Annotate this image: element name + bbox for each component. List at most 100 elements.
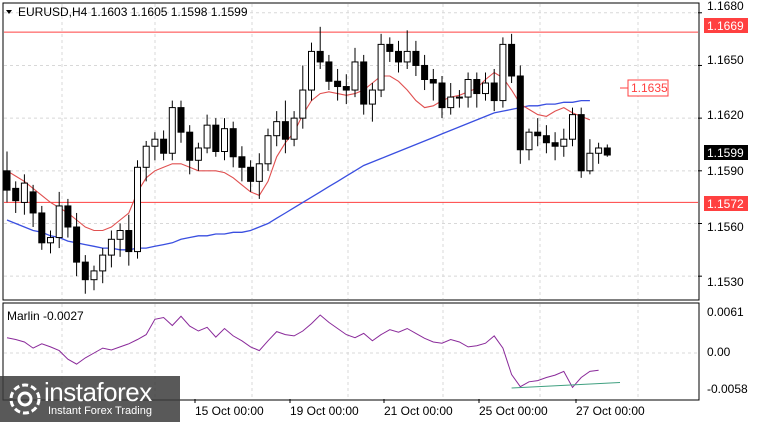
current-price-label: 1.1599 [707, 146, 744, 160]
level-mid-label-box[interactable] [627, 79, 669, 97]
watermark: instaforex Instant Forex Trading [0, 376, 180, 422]
candle-body-4 [38, 212, 46, 244]
candle-body-47 [412, 50, 420, 66]
price-tick-3: 1.1620 [707, 108, 744, 122]
price-axis [698, 12, 702, 277]
indicator-title: Marlin -0.0027 [7, 309, 84, 323]
price-tick-5: 1.1560 [707, 220, 744, 234]
candle-body-57 [499, 43, 507, 102]
candle-11 [99, 248, 107, 284]
dropdown-triangle-icon[interactable] [6, 10, 12, 14]
candle-body-37 [325, 61, 333, 82]
horizontal-levels[interactable] [4, 31, 698, 203]
candle-body-19 [168, 107, 176, 154]
candle-body-51 [447, 96, 455, 109]
candle-23 [203, 114, 211, 154]
candle-body-24 [212, 124, 220, 152]
candle-body-38 [334, 80, 342, 88]
candle-58 [508, 33, 516, 84]
candle-body-2 [20, 182, 28, 203]
candle-body-12 [107, 238, 115, 256]
watermark-tagline: Instant Forex Trading [48, 405, 152, 417]
candle-28 [247, 160, 255, 192]
time-label-2: 19 Oct 00:00 [290, 404, 359, 418]
candle-body-29 [255, 163, 263, 182]
candle-4 [38, 205, 46, 250]
candle-body-67 [586, 152, 594, 172]
candle-body-14 [125, 230, 133, 253]
candle-body-0 [3, 170, 11, 191]
candle-body-8 [73, 226, 81, 263]
price-tick-2: 1.1650 [707, 53, 744, 67]
candle-41 [360, 54, 368, 115]
candle-31 [273, 111, 281, 147]
candle-body-43 [377, 43, 385, 91]
candle-65 [569, 107, 576, 147]
price-pane [2, 2, 700, 301]
candle-body-17 [151, 138, 159, 147]
candle-16 [142, 140, 150, 182]
candle-body-36 [316, 50, 324, 63]
candle-body-13 [116, 230, 124, 240]
time-label-5: 27 Oct 00:00 [576, 404, 645, 418]
candle-47 [412, 40, 420, 76]
candle-50 [438, 75, 446, 119]
candle-49 [429, 68, 437, 101]
candle-body-5 [47, 237, 54, 244]
candle-56 [490, 68, 498, 112]
candle-57 [499, 37, 507, 108]
time-label-4: 25 Oct 00:00 [479, 404, 548, 418]
candle-22 [194, 142, 202, 171]
candle-body-33 [290, 117, 298, 140]
candle-body-48 [421, 64, 429, 81]
candle-37 [325, 54, 333, 91]
time-label-1: 15 Oct 00:00 [195, 404, 264, 418]
candle-body-59 [516, 75, 524, 151]
candle-body-23 [203, 124, 211, 149]
candle-body-11 [99, 254, 107, 272]
candle-body-32 [281, 121, 289, 140]
time-label-3: 21 Oct 00:00 [384, 404, 453, 418]
candle-43 [377, 33, 385, 98]
candle-body-61 [534, 131, 542, 137]
price-tick-6: 1.1530 [707, 275, 744, 289]
candle-19 [168, 100, 176, 161]
candle-body-28 [247, 166, 255, 182]
candle-body-45 [395, 50, 402, 63]
candle-26 [229, 121, 237, 168]
candle-body-1 [12, 187, 20, 202]
candle-55 [482, 72, 489, 101]
osc-tick-1: 0.0061 [707, 305, 744, 319]
candle-body-68 [595, 147, 603, 154]
candle-2 [20, 174, 28, 215]
candle-body-20 [177, 107, 185, 133]
candle-body-9 [81, 261, 89, 281]
candle-42 [368, 83, 376, 122]
candle-body-62 [542, 135, 550, 144]
candle-body-6 [55, 205, 63, 239]
candle-body-3 [29, 191, 37, 214]
candle-body-18 [160, 138, 168, 154]
level-low-label-bg [704, 196, 748, 211]
candle-17 [151, 132, 159, 161]
candle-1 [12, 181, 20, 213]
ma-slow-line [6, 99, 590, 251]
price-tick-4: 1.1590 [707, 164, 744, 178]
candle-body-50 [438, 82, 446, 109]
candle-20 [177, 100, 185, 143]
candle-67 [586, 139, 594, 175]
candle-29 [255, 153, 263, 199]
instaforex-logo-icon [9, 383, 41, 415]
candle-63 [551, 132, 559, 161]
candle-51 [447, 83, 455, 115]
candle-body-15 [134, 166, 141, 253]
candle-body-22 [194, 147, 202, 161]
candle-body-40 [351, 61, 359, 91]
candle-39 [342, 74, 350, 105]
candle-60 [525, 128, 533, 161]
candle-27 [238, 146, 246, 182]
candle-body-60 [525, 131, 533, 151]
candle-0 [3, 151, 11, 203]
